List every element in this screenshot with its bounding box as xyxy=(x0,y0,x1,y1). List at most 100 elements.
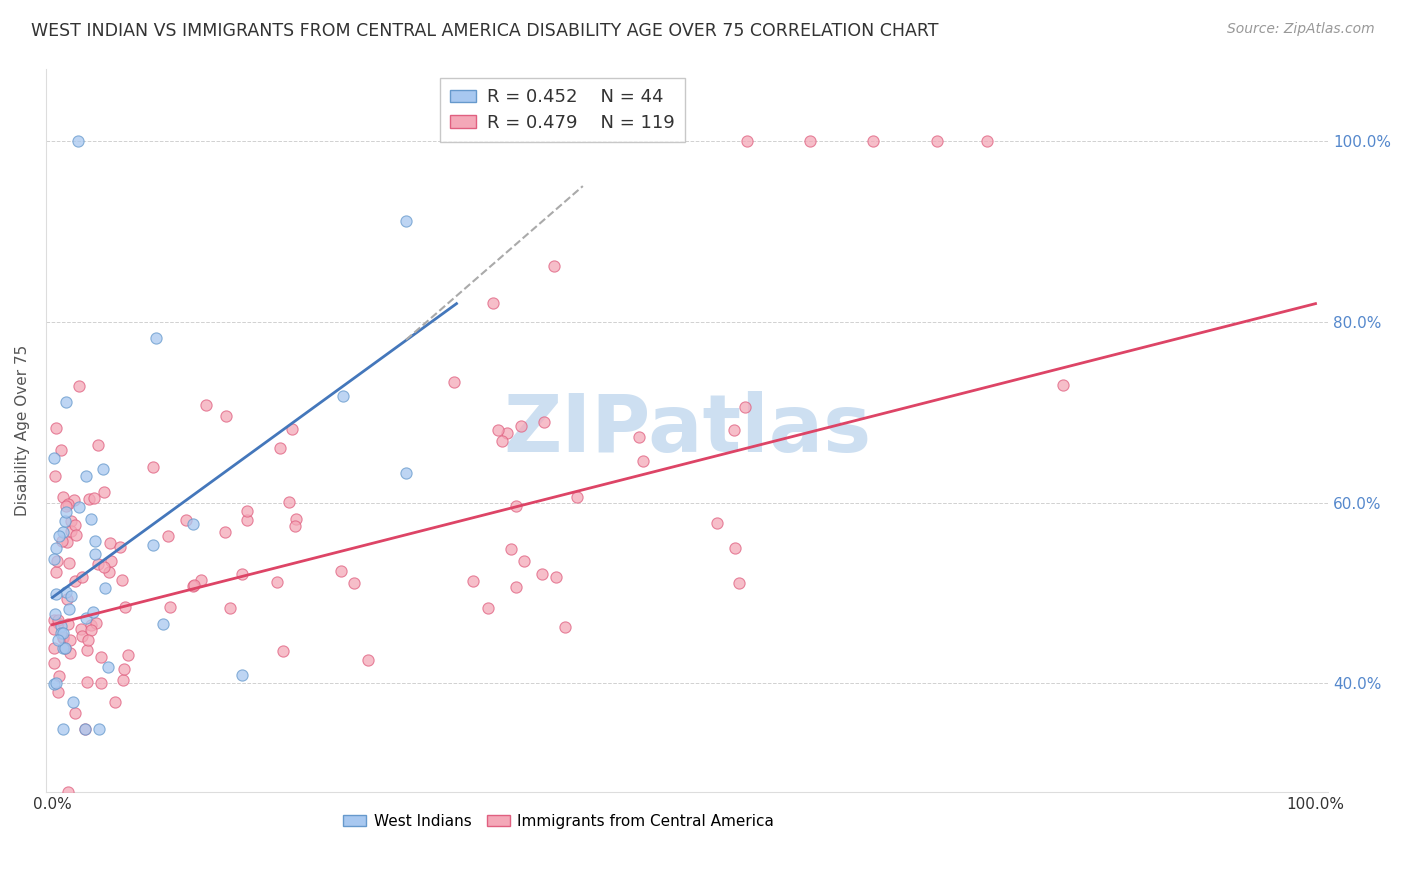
Point xyxy=(44,451,66,466)
Point xyxy=(461,574,484,589)
Point xyxy=(108,540,131,554)
Point xyxy=(112,662,135,676)
Point xyxy=(45,565,67,579)
Point xyxy=(343,576,366,591)
Point xyxy=(976,134,998,148)
Point xyxy=(52,524,75,539)
Point xyxy=(277,495,299,509)
Point xyxy=(58,556,80,570)
Point xyxy=(45,676,67,690)
Point xyxy=(42,641,65,656)
Point xyxy=(70,622,93,636)
Point xyxy=(332,389,354,403)
Point xyxy=(90,650,112,665)
Point xyxy=(509,419,531,434)
Point xyxy=(631,453,654,467)
Point xyxy=(53,641,76,656)
Point xyxy=(55,585,77,599)
Point xyxy=(862,134,884,148)
Point xyxy=(266,575,288,590)
Point xyxy=(76,642,98,657)
Point xyxy=(75,611,97,625)
Point xyxy=(42,613,65,627)
Point xyxy=(91,462,114,476)
Point xyxy=(51,626,73,640)
Point xyxy=(215,409,238,423)
Point xyxy=(491,434,513,448)
Point xyxy=(98,536,121,550)
Point xyxy=(80,617,103,632)
Point xyxy=(82,605,104,619)
Point xyxy=(55,499,77,513)
Point xyxy=(734,400,756,414)
Point xyxy=(145,331,167,345)
Point xyxy=(181,516,204,531)
Point xyxy=(706,516,728,531)
Point xyxy=(281,422,304,436)
Point xyxy=(60,589,83,603)
Point xyxy=(799,134,821,148)
Point xyxy=(86,558,108,572)
Point xyxy=(73,722,96,736)
Point xyxy=(67,378,90,392)
Point xyxy=(55,505,77,519)
Point xyxy=(79,512,101,526)
Point xyxy=(60,514,83,528)
Point xyxy=(55,394,77,409)
Point xyxy=(533,415,555,429)
Point xyxy=(65,528,87,542)
Point xyxy=(58,497,80,511)
Point xyxy=(114,599,136,614)
Point xyxy=(46,615,69,630)
Point xyxy=(111,573,134,587)
Point xyxy=(567,490,589,504)
Point xyxy=(728,576,751,591)
Point xyxy=(44,607,66,621)
Point xyxy=(627,430,650,444)
Point xyxy=(159,600,181,615)
Point xyxy=(52,641,75,656)
Point xyxy=(62,694,84,708)
Point xyxy=(97,565,120,579)
Point xyxy=(51,534,73,549)
Point xyxy=(93,485,115,500)
Point xyxy=(218,601,240,615)
Point xyxy=(42,656,65,670)
Point xyxy=(52,631,75,645)
Point xyxy=(59,647,82,661)
Point xyxy=(46,685,69,699)
Point xyxy=(66,134,89,148)
Point xyxy=(724,541,747,555)
Point xyxy=(83,491,105,505)
Point xyxy=(543,259,565,273)
Y-axis label: Disability Age Over 75: Disability Age Over 75 xyxy=(15,344,30,516)
Point xyxy=(76,675,98,690)
Point xyxy=(269,441,291,455)
Point xyxy=(100,554,122,568)
Point xyxy=(93,560,115,574)
Point xyxy=(117,648,139,662)
Point xyxy=(48,613,70,627)
Point xyxy=(46,632,69,647)
Point xyxy=(236,504,259,518)
Point xyxy=(83,533,105,548)
Point xyxy=(67,500,90,514)
Point xyxy=(63,493,86,508)
Point xyxy=(195,398,218,412)
Point xyxy=(501,541,523,556)
Point xyxy=(59,632,82,647)
Point xyxy=(75,469,97,483)
Point xyxy=(75,722,97,736)
Point xyxy=(77,633,100,648)
Point xyxy=(80,624,103,638)
Point xyxy=(285,512,308,526)
Point xyxy=(84,615,107,630)
Point xyxy=(45,554,67,568)
Point xyxy=(56,591,79,606)
Point xyxy=(60,524,83,538)
Point xyxy=(112,673,135,688)
Point xyxy=(84,547,107,561)
Point xyxy=(42,551,65,566)
Point xyxy=(48,669,70,683)
Point xyxy=(90,676,112,690)
